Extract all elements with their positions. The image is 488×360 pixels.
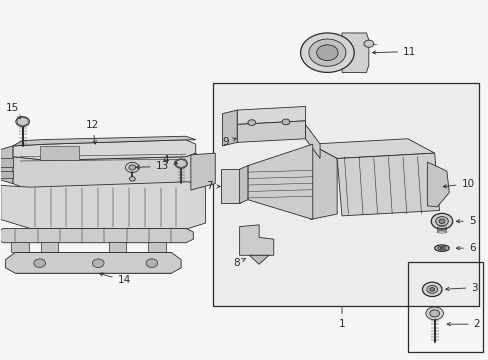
Circle shape xyxy=(308,39,345,66)
Circle shape xyxy=(16,117,29,127)
Circle shape xyxy=(300,33,353,72)
Circle shape xyxy=(316,45,337,60)
Circle shape xyxy=(247,120,255,126)
Polygon shape xyxy=(249,255,268,264)
Circle shape xyxy=(363,40,373,47)
Polygon shape xyxy=(13,140,195,160)
Text: 8: 8 xyxy=(232,258,244,268)
Polygon shape xyxy=(13,136,195,146)
Polygon shape xyxy=(310,144,336,220)
Text: 10: 10 xyxy=(442,179,474,189)
Polygon shape xyxy=(237,107,305,125)
Polygon shape xyxy=(310,139,434,158)
Circle shape xyxy=(282,119,289,125)
Text: 15: 15 xyxy=(6,103,20,118)
Text: 2: 2 xyxy=(446,319,479,329)
Polygon shape xyxy=(305,125,320,158)
Text: 6: 6 xyxy=(455,243,474,253)
Bar xyxy=(41,242,58,252)
Circle shape xyxy=(422,282,441,297)
Text: 13: 13 xyxy=(136,161,169,171)
Polygon shape xyxy=(237,121,305,142)
Circle shape xyxy=(146,259,158,267)
Ellipse shape xyxy=(437,246,446,250)
Bar xyxy=(109,242,126,252)
Polygon shape xyxy=(17,117,28,126)
Ellipse shape xyxy=(439,247,443,249)
Ellipse shape xyxy=(434,245,448,251)
Polygon shape xyxy=(0,146,13,184)
Circle shape xyxy=(429,288,434,291)
Polygon shape xyxy=(190,153,215,190)
Text: 4: 4 xyxy=(162,155,177,165)
Bar xyxy=(148,242,165,252)
Circle shape xyxy=(438,219,444,224)
Circle shape xyxy=(92,259,104,267)
Polygon shape xyxy=(427,162,448,207)
Text: 14: 14 xyxy=(99,273,131,285)
Bar xyxy=(212,83,478,306)
Circle shape xyxy=(426,285,437,293)
Bar xyxy=(11,242,29,252)
Text: 1: 1 xyxy=(338,307,345,329)
Polygon shape xyxy=(222,110,237,146)
Polygon shape xyxy=(13,153,200,190)
Bar xyxy=(221,169,239,203)
Text: 9: 9 xyxy=(222,138,236,147)
Text: 5: 5 xyxy=(455,216,474,226)
Circle shape xyxy=(435,217,447,226)
Polygon shape xyxy=(239,166,247,203)
Text: 11: 11 xyxy=(372,46,415,57)
Circle shape xyxy=(129,177,135,181)
Bar xyxy=(0,158,13,167)
Circle shape xyxy=(125,162,139,172)
Polygon shape xyxy=(239,225,273,255)
Polygon shape xyxy=(0,228,193,243)
Polygon shape xyxy=(247,144,312,220)
Circle shape xyxy=(174,159,187,168)
Bar xyxy=(0,171,13,178)
Polygon shape xyxy=(0,182,205,228)
Circle shape xyxy=(129,165,136,170)
Bar xyxy=(40,146,79,160)
Polygon shape xyxy=(341,33,368,72)
Circle shape xyxy=(429,310,439,317)
Circle shape xyxy=(425,307,443,320)
Text: 12: 12 xyxy=(85,120,99,144)
Text: 7: 7 xyxy=(206,181,220,192)
Circle shape xyxy=(430,213,452,229)
Polygon shape xyxy=(176,159,186,168)
Polygon shape xyxy=(336,153,439,216)
Circle shape xyxy=(34,259,45,267)
Bar xyxy=(407,262,483,352)
Polygon shape xyxy=(5,252,181,273)
Text: 3: 3 xyxy=(445,283,477,293)
